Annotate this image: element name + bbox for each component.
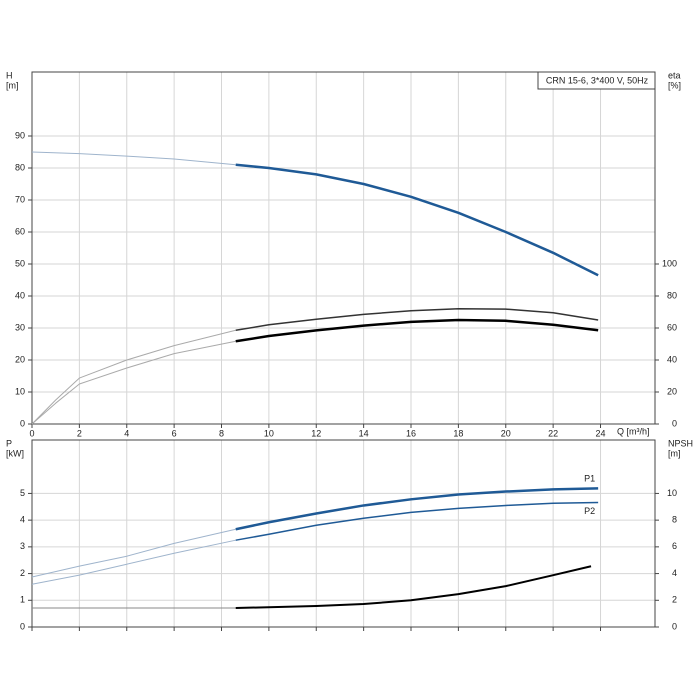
y2-tick-label: 40 [667, 354, 677, 364]
y2-tick-label: 2 [672, 595, 677, 605]
y2-tick-label: 8 [672, 515, 677, 525]
y-axis-label: [kW] [6, 448, 24, 458]
y2-tick-label: 80 [667, 290, 677, 300]
y-axis-label: [m] [6, 80, 19, 90]
x-tick-label: 6 [172, 428, 177, 438]
curve [31, 151, 236, 166]
y-tick-label: 80 [15, 162, 25, 172]
x-tick-label: 24 [596, 428, 606, 438]
x-tick-label: 10 [264, 428, 274, 438]
y-tick-label: 2 [20, 568, 25, 578]
x-tick-label: 16 [406, 428, 416, 438]
x-tick-label: 14 [359, 428, 369, 438]
y2-tick-label: 0 [672, 621, 677, 631]
y2-tick-label: 20 [667, 386, 677, 396]
y2-tick-label: 60 [667, 322, 677, 332]
curve [31, 539, 236, 585]
series-label: P1 [584, 474, 595, 484]
y-tick-label: 50 [15, 258, 25, 268]
y-tick-label: 30 [15, 322, 25, 332]
curve [235, 501, 599, 541]
y2-tick-label: 6 [672, 541, 677, 551]
y-tick-label: 0 [20, 418, 25, 428]
y-tick-label: 20 [15, 354, 25, 364]
y-tick-label: 60 [15, 226, 25, 236]
plot-frame [31, 71, 656, 425]
y-tick-label: 90 [15, 130, 25, 140]
curve [235, 163, 599, 277]
y2-tick-label: 4 [672, 568, 677, 578]
x-tick-label: 20 [501, 428, 511, 438]
y-tick-label: 0 [20, 621, 25, 631]
y-tick-label: 5 [20, 488, 25, 498]
curve [235, 565, 592, 610]
y-tick-label: 10 [15, 386, 25, 396]
x-tick-label: 4 [124, 428, 129, 438]
y-tick-label: 40 [15, 290, 25, 300]
title-box [537, 71, 656, 90]
x-tick-label: 22 [548, 428, 558, 438]
plot-frame [31, 439, 656, 628]
x-tick-label: 18 [453, 428, 463, 438]
x-tick-label: 2 [77, 428, 82, 438]
y2-axis-label: [m] [668, 448, 681, 458]
y-axis-label: P [6, 438, 12, 448]
series-label: P2 [584, 506, 595, 516]
y-tick-label: 1 [20, 595, 25, 605]
curve [235, 487, 599, 531]
curve [31, 340, 236, 425]
y2-axis-label: [%] [668, 80, 681, 90]
curve [31, 329, 236, 425]
x-tick-label: 12 [311, 428, 321, 438]
y-axis-label: H [6, 70, 13, 80]
y-tick-label: 70 [15, 194, 25, 204]
y2-tick-label: 0 [672, 418, 677, 428]
y-tick-label: 4 [20, 515, 25, 525]
y-tick-label: 3 [20, 541, 25, 551]
curve [235, 308, 599, 331]
curve [235, 318, 599, 343]
x-tick-label: 8 [219, 428, 224, 438]
x-axis-label: Q [m³/h] [617, 426, 650, 436]
y2-axis-label: NPSH [668, 438, 693, 448]
x-tick-label: 0 [29, 428, 34, 438]
y2-axis-label: eta [668, 70, 681, 80]
y2-tick-label: 10 [667, 488, 677, 498]
curve [31, 528, 236, 578]
chart-title: CRN 15-6, 3*400 V, 50Hz [546, 75, 649, 85]
y2-tick-label: 100 [662, 258, 677, 268]
